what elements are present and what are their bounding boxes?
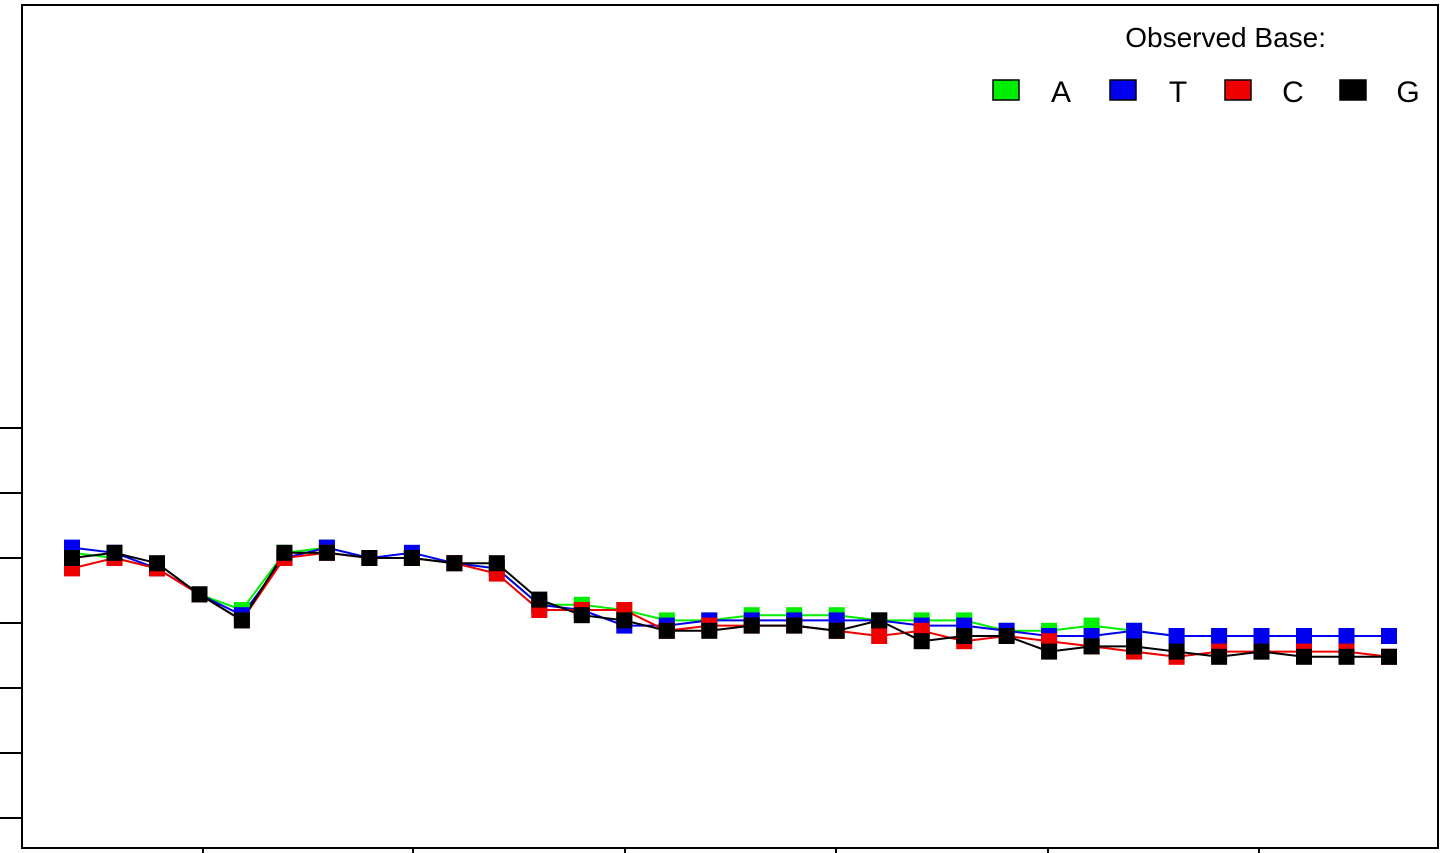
data-point-G xyxy=(1041,643,1058,660)
data-point-T xyxy=(1338,628,1355,644)
data-point-G xyxy=(913,633,930,650)
data-point-G xyxy=(616,612,633,629)
data-point-G xyxy=(998,628,1015,644)
data-point-T xyxy=(1168,628,1185,644)
data-point-T xyxy=(1211,628,1228,644)
data-point-G xyxy=(743,617,760,634)
data-point-T xyxy=(1296,628,1312,644)
legend-swatch-A xyxy=(992,79,1020,101)
series-points xyxy=(64,539,1397,665)
data-point-G xyxy=(403,550,420,566)
legend-item-T: T xyxy=(1109,76,1187,109)
data-point-T xyxy=(1253,628,1270,644)
legend-item-C: C xyxy=(1224,76,1304,109)
data-point-C xyxy=(871,628,888,644)
data-point-G xyxy=(956,628,973,644)
data-point-G xyxy=(1381,648,1397,665)
data-point-G xyxy=(786,617,803,634)
legend-label-C: C xyxy=(1282,76,1304,109)
series-lines xyxy=(71,546,1390,658)
data-point-G xyxy=(1211,648,1228,665)
data-point-G xyxy=(191,586,208,603)
data-point-G xyxy=(828,622,845,639)
data-point-G xyxy=(531,591,548,608)
data-point-G xyxy=(1126,638,1143,655)
legend-item-A: A xyxy=(992,76,1071,109)
data-point-G xyxy=(488,555,505,572)
data-point-G xyxy=(361,550,378,566)
data-point-G xyxy=(1083,638,1100,655)
data-point-G xyxy=(871,612,888,629)
data-point-G xyxy=(573,607,590,624)
data-point-G xyxy=(233,612,250,629)
data-point-G xyxy=(1296,648,1312,665)
legend-label-G: G xyxy=(1396,76,1419,109)
data-point-G xyxy=(658,622,675,639)
data-point-T xyxy=(1381,628,1397,644)
series-line-C xyxy=(71,551,1390,658)
data-point-G xyxy=(446,555,463,572)
data-point-G xyxy=(1338,648,1355,665)
legend-title: Observed Base: xyxy=(1125,22,1326,53)
data-point-G xyxy=(106,544,123,561)
data-point-G xyxy=(701,622,718,639)
legend-swatch-G xyxy=(1339,79,1367,101)
y-axis-ticks xyxy=(0,427,22,819)
series-line-T xyxy=(71,546,1389,637)
data-point-G xyxy=(276,544,293,561)
data-point-G xyxy=(1168,643,1185,660)
data-point-G xyxy=(64,550,80,566)
series-line-G xyxy=(71,551,1389,658)
legend: Observed Base: A T C G xyxy=(992,22,1420,109)
legend-swatch-T xyxy=(1109,79,1137,101)
legend-label-T: T xyxy=(1169,76,1187,109)
legend-item-G: G xyxy=(1339,76,1420,109)
data-point-G xyxy=(1253,643,1270,660)
legend-label-A: A xyxy=(1051,76,1071,109)
data-point-G xyxy=(318,544,335,561)
x-axis-ticks xyxy=(202,848,1260,853)
legend-swatch-C xyxy=(1224,79,1252,101)
plot-frame xyxy=(21,4,1439,849)
data-point-T xyxy=(1126,622,1143,639)
data-point-G xyxy=(149,555,165,572)
series-line-A xyxy=(71,546,1389,637)
